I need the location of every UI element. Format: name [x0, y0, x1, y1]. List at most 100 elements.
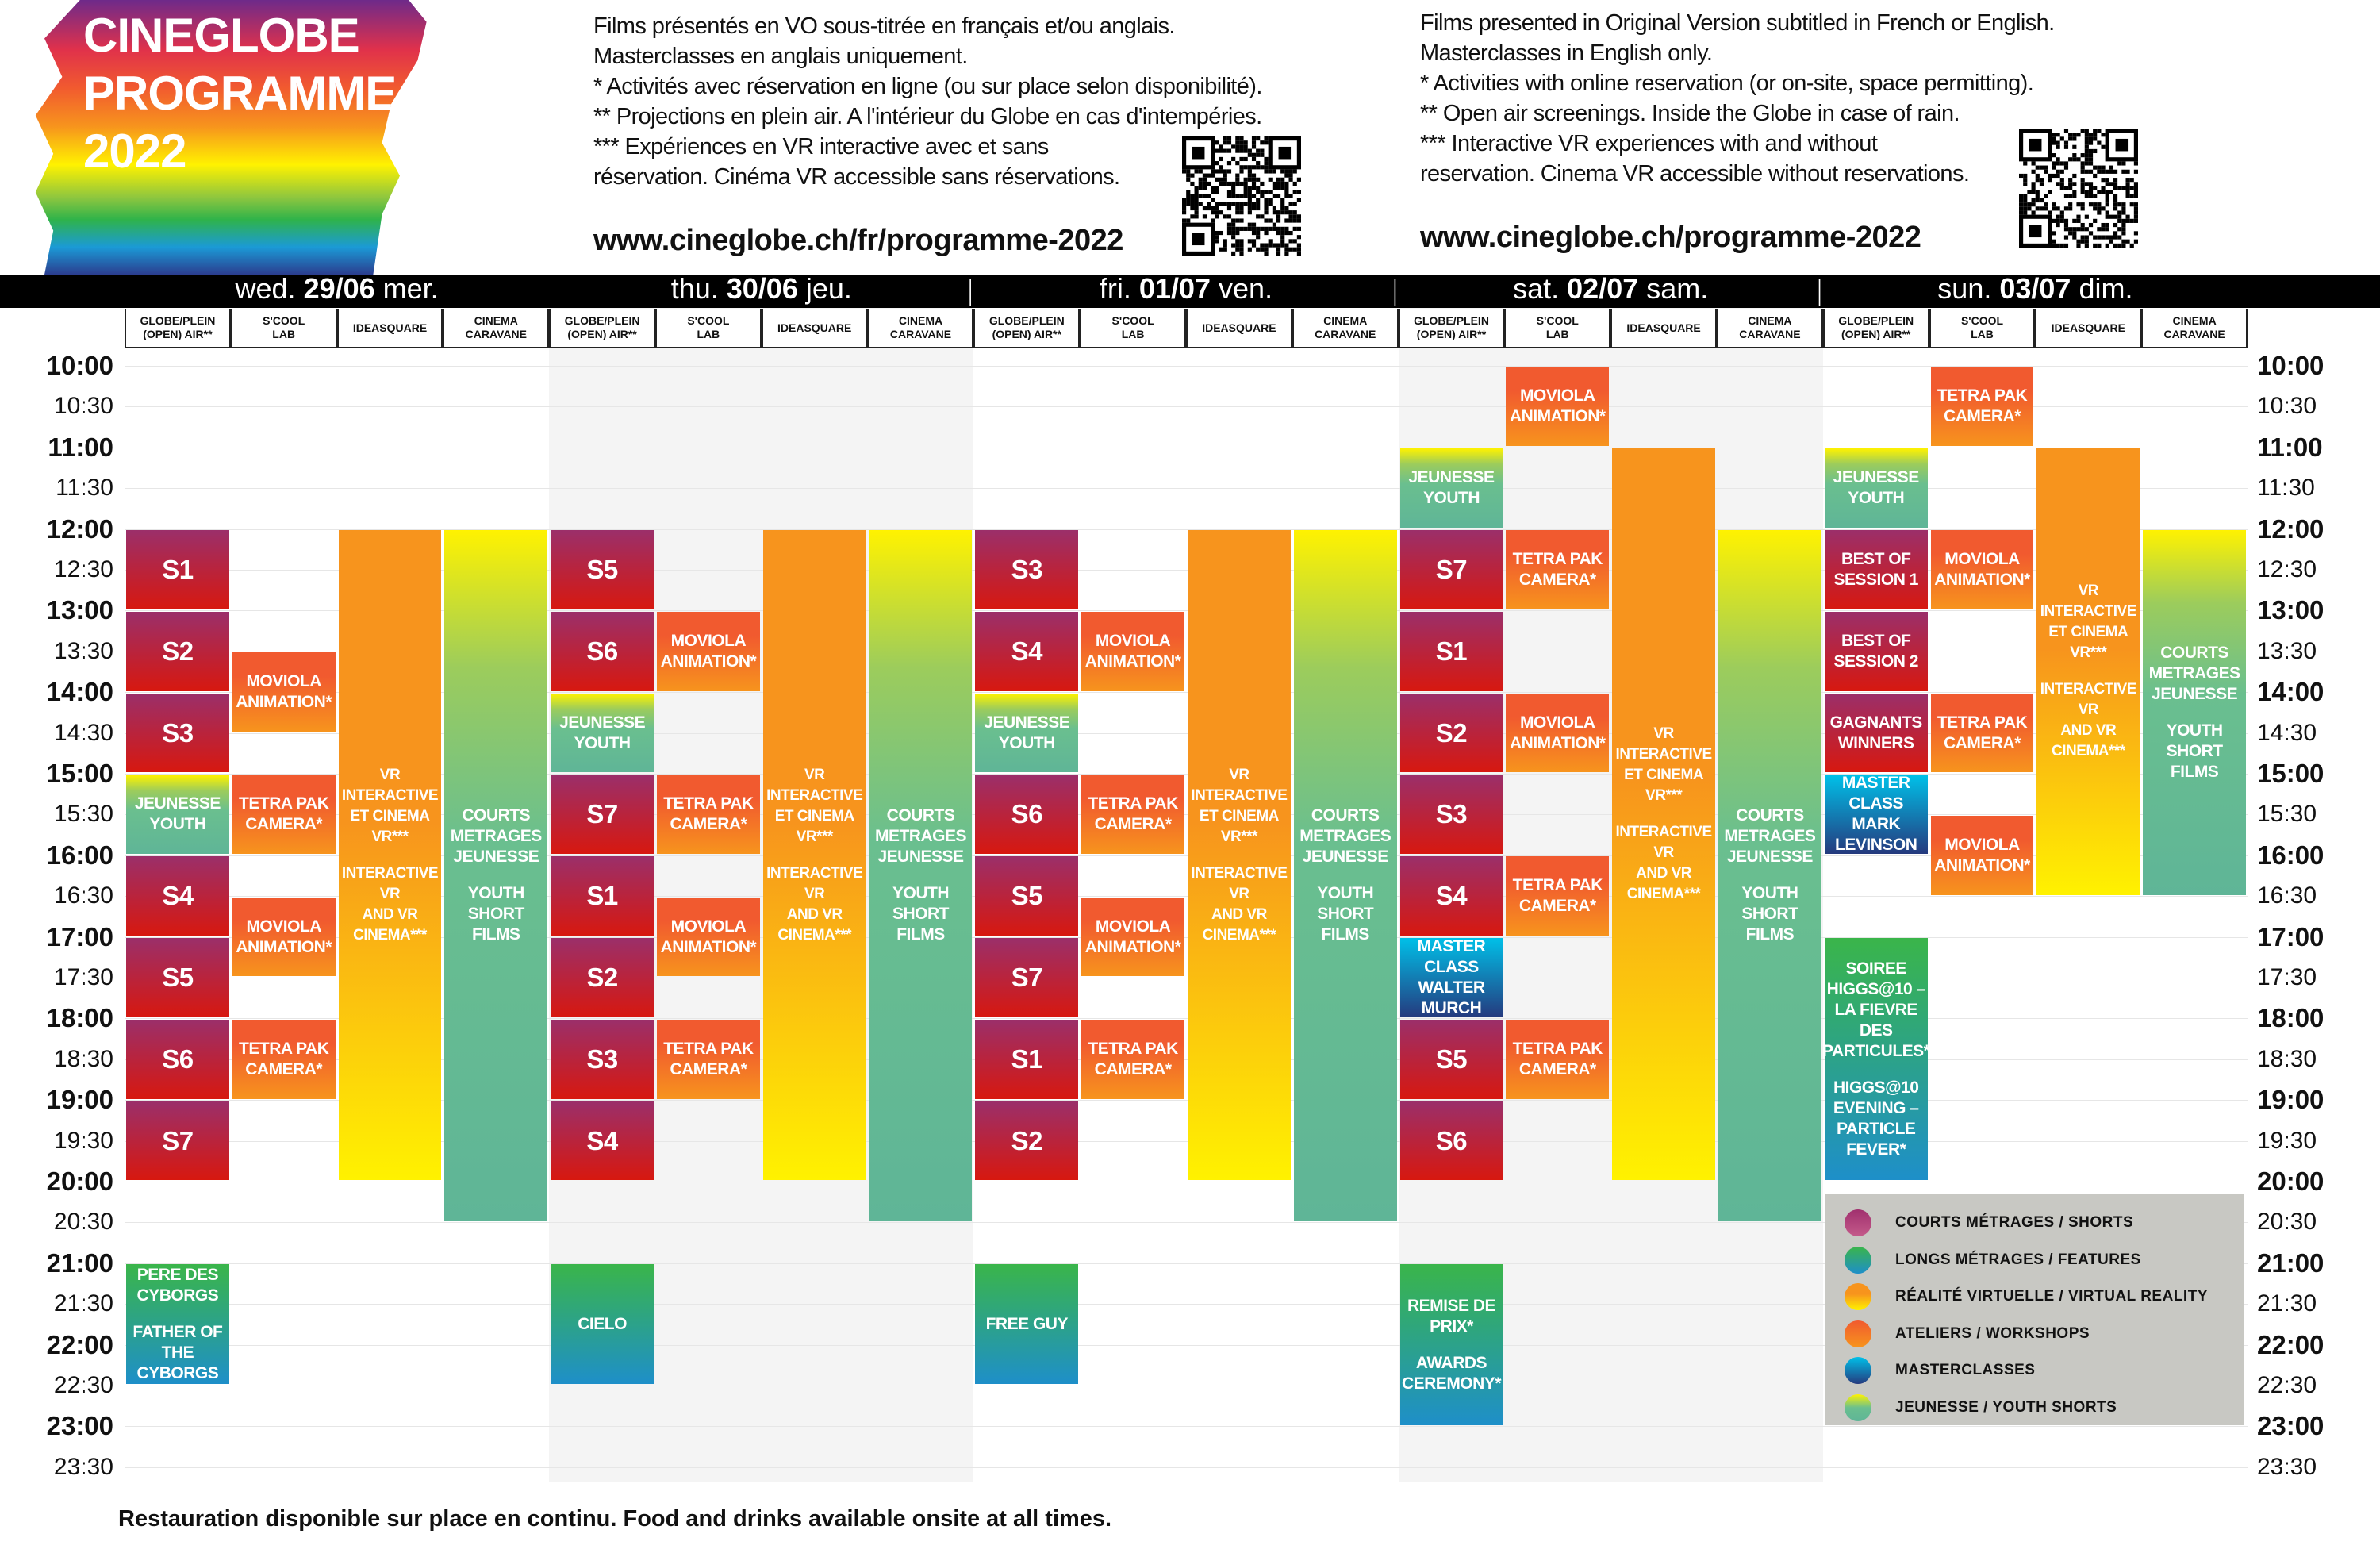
event-label-line: JEUNESSE — [2152, 684, 2238, 703]
event-block-shorts[interactable]: S2 — [975, 1101, 1079, 1181]
event-block-shorts[interactable]: S3 — [126, 693, 229, 773]
event-label-line: JEUNESSE — [984, 713, 1070, 732]
event-block-shorts[interactable]: S6 — [1399, 1101, 1503, 1181]
event-block-workshop[interactable]: TETRA PAK CAMERA* — [232, 775, 336, 855]
event-block-shorts[interactable]: S4 — [1399, 856, 1503, 936]
event-block-shorts[interactable]: BEST OF SESSION 2 — [1824, 611, 1928, 691]
event-block-features[interactable]: SOIREE HIGGS@10 – LA FIEVRE DES PARTICULES*… — [1824, 938, 1928, 1181]
event-block-features[interactable]: PERE DES CYBORGS FATHER OF THE CYBORGS — [126, 1264, 229, 1385]
event-block-workshop[interactable]: TETRA PAK CAMERA* — [232, 1019, 336, 1099]
event-block-vr[interactable]: VR INTERACTIVE ET CINEMA VR*** INTERACTIVE VR… — [762, 530, 866, 1181]
event-block-youth[interactable]: JEUNESSE YOUTH — [551, 693, 654, 773]
event-block-youth[interactable]: COURTS METRAGES JEUNESSE YOUTH SHORT FILMS — [1718, 530, 1821, 1221]
event-block-shorts[interactable]: S2 — [1399, 693, 1503, 773]
event-label-line: COURTS — [2160, 643, 2228, 662]
event-block-shorts[interactable]: BEST OF SESSION 1 — [1824, 530, 1928, 609]
event-block-workshop[interactable]: TETRA PAK CAMERA* — [1081, 775, 1184, 855]
event-block-shorts[interactable]: S1 — [551, 856, 654, 936]
day-en: fri. — [1099, 272, 1131, 305]
event-block-shorts[interactable]: S1 — [975, 1019, 1079, 1099]
event-label-line: SHORT — [1741, 905, 1798, 924]
event-block-vr[interactable]: VR INTERACTIVE ET CINEMA VR*** INTERACTIVE VR… — [1612, 448, 1715, 1181]
event-block-youth[interactable]: COURTS METRAGES JEUNESSE YOUTH SHORT FILMS — [2143, 530, 2246, 895]
event-block-youth[interactable]: COURTS METRAGES JEUNESSE YOUTH SHORT FILMS — [869, 530, 973, 1221]
url-french-link[interactable]: www.cineglobe.ch/fr/programme-2022 — [593, 224, 1123, 257]
time-label: 12:30 — [2257, 556, 2317, 582]
url-english-link[interactable]: www.cineglobe.ch/programme-2022 — [1420, 221, 1921, 254]
event-label-line: YOUTH — [1422, 489, 1480, 508]
event-block-workshop[interactable]: TETRA PAK CAMERA* — [1930, 693, 2034, 773]
venue-header-line: LAB — [272, 328, 296, 340]
event-block-vr[interactable]: VR INTERACTIVE ET CINEMA VR*** INTERACTIVE VR… — [338, 530, 442, 1181]
event-block-workshop[interactable]: TETRA PAK CAMERA* — [1930, 367, 2034, 447]
event-block-youth[interactable]: JEUNESSE YOUTH — [1399, 448, 1503, 529]
event-block-youth[interactable]: JEUNESSE YOUTH — [126, 775, 229, 855]
event-block-shorts[interactable]: S4 — [126, 856, 229, 936]
event-block-shorts[interactable]: S2 — [126, 611, 229, 691]
legend-swatch-icon — [1844, 1209, 1871, 1236]
event-block-workshop[interactable]: TETRA PAK CAMERA* — [657, 1019, 760, 1099]
event-block-shorts[interactable]: S1 — [126, 530, 229, 609]
event-block-shorts[interactable]: GAGNANTS WINNERS — [1824, 693, 1928, 773]
event-block-workshop[interactable]: MOVIOLA ANIMATION* — [1506, 367, 1610, 447]
event-block-workshop[interactable]: MOVIOLA ANIMATION* — [232, 897, 336, 977]
event-block-workshop[interactable]: TETRA PAK CAMERA* — [1506, 1019, 1610, 1099]
event-block-shorts[interactable]: S3 — [551, 1019, 654, 1099]
info-line: * Activities with online reservation (or… — [1420, 71, 2034, 96]
event-block-workshop[interactable]: MOVIOLA ANIMATION* — [1081, 611, 1184, 691]
venue-header-globe: GLOBE/PLEIN (OPEN) AIR** — [549, 309, 655, 348]
event-block-vr[interactable]: VR INTERACTIVE ET CINEMA VR*** INTERACTIVE VR… — [1188, 530, 1291, 1181]
event-block-youth[interactable]: COURTS METRAGES JEUNESSE YOUTH SHORT FILMS — [444, 530, 548, 1221]
event-block-shorts[interactable]: S3 — [975, 530, 1079, 609]
event-block-features[interactable]: REMISE DE PRIX* AWARDS CEREMONY* — [1399, 1264, 1503, 1425]
event-block-masterclass[interactable]: MASTER CLASS WALTER MURCH — [1399, 938, 1503, 1017]
event-label-line: CAMERA* — [1518, 570, 1596, 589]
venue-header-ideasquare: IDEASQUARE — [1186, 309, 1292, 348]
event-block-shorts[interactable]: S1 — [1399, 611, 1503, 691]
event-block-workshop[interactable]: MOVIOLA ANIMATION* — [1081, 897, 1184, 977]
event-block-shorts[interactable]: S5 — [975, 856, 1079, 936]
event-block-shorts[interactable]: S5 — [551, 530, 654, 609]
qr-code-french[interactable] — [1182, 136, 1301, 256]
event-block-shorts[interactable]: S4 — [975, 611, 1079, 691]
qr-code-english[interactable] — [2019, 129, 2138, 248]
event-block-vr[interactable]: VR INTERACTIVE ET CINEMA VR*** INTERACTIVE VR… — [2036, 448, 2140, 895]
event-block-features[interactable]: CIELO — [551, 1264, 654, 1385]
event-block-shorts[interactable]: S6 — [551, 611, 654, 691]
legend-item-shorts: COURTS MÉTRAGES / SHORTS — [1844, 1209, 2133, 1236]
event-block-workshop[interactable]: MOVIOLA ANIMATION* — [1506, 693, 1610, 773]
time-label: 11:30 — [56, 475, 113, 502]
event-block-workshop[interactable]: MOVIOLA ANIMATION* — [657, 611, 760, 691]
event-block-shorts[interactable]: S7 — [551, 775, 654, 855]
event-block-shorts[interactable]: S6 — [975, 775, 1079, 855]
event-block-youth[interactable]: JEUNESSE YOUTH — [975, 693, 1079, 773]
time-label: 22:00 — [2257, 1329, 2324, 1359]
event-block-workshop[interactable]: MOVIOLA ANIMATION* — [232, 652, 336, 732]
event-block-youth[interactable]: COURTS METRAGES JEUNESSE YOUTH SHORT FILMS — [1293, 530, 1397, 1221]
event-block-features[interactable]: FREE GUY — [975, 1264, 1079, 1385]
event-block-workshop[interactable]: MOVIOLA ANIMATION* — [1930, 530, 2034, 609]
event-block-workshop[interactable]: MOVIOLA ANIMATION* — [1930, 815, 2034, 895]
event-block-shorts[interactable]: S5 — [126, 938, 229, 1017]
event-block-workshop[interactable]: TETRA PAK CAMERA* — [657, 775, 760, 855]
day-header: sun. 03/07 dim. — [1937, 272, 2132, 306]
venue-header-line: CINEMA — [898, 314, 943, 327]
event-label-line: YOUTH — [1848, 489, 1905, 508]
event-block-shorts[interactable]: S6 — [126, 1019, 229, 1099]
event-block-workshop[interactable]: MOVIOLA ANIMATION* — [657, 897, 760, 977]
event-block-shorts[interactable]: S7 — [1399, 530, 1503, 609]
event-block-shorts[interactable]: S7 — [975, 938, 1079, 1017]
event-block-workshop[interactable]: TETRA PAK CAMERA* — [1506, 530, 1610, 609]
event-block-workshop[interactable]: TETRA PAK CAMERA* — [1506, 856, 1610, 936]
event-block-shorts[interactable]: S5 — [1399, 1019, 1503, 1099]
legend-swatch-icon — [1844, 1246, 1871, 1274]
event-block-workshop[interactable]: TETRA PAK CAMERA* — [1081, 1019, 1184, 1099]
event-block-shorts[interactable]: S4 — [551, 1101, 654, 1181]
event-label-line: MOVIOLA — [246, 672, 321, 691]
event-block-shorts[interactable]: S3 — [1399, 775, 1503, 855]
time-label: 21:00 — [46, 1247, 113, 1278]
event-block-shorts[interactable]: S7 — [126, 1101, 229, 1181]
event-block-youth[interactable]: JEUNESSE YOUTH — [1824, 448, 1928, 529]
event-block-masterclass[interactable]: MASTER CLASS MARK LEVINSON — [1824, 775, 1928, 855]
event-block-shorts[interactable]: S2 — [551, 938, 654, 1017]
